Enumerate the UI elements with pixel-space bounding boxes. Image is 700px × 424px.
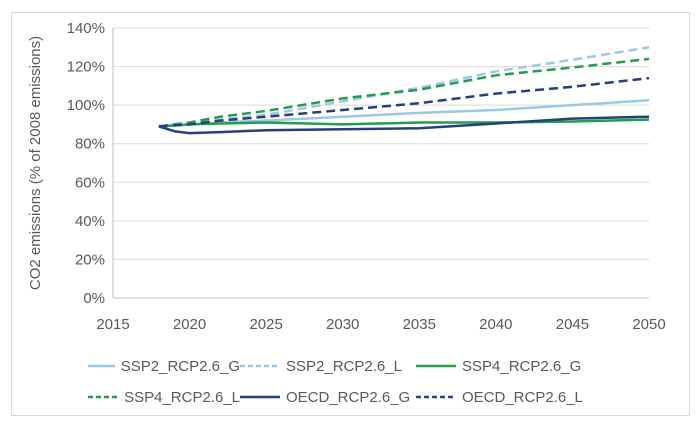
chart-legend: SSP2_RCP2.6_G SSP2_RCP2.6_L SSP4_RCP2.6_G S… [88,357,583,406]
y-tick-label: 20% [75,251,105,268]
legend-item-SSP2_RCP2.6_G: SSP2_RCP2.6_G [88,357,240,375]
legend-item-SSP2_RCP2.6_L: SSP2_RCP2.6_L [240,357,416,375]
legend-swatch-solid-line [240,395,280,399]
series-line-OECD_RCP2.6_L [158,76,650,128]
legend-label: SSP2_RCP2.6_L [286,357,402,375]
y-tick-label: 100% [67,97,105,114]
legend-label: OECD_RCP2.6_L [462,388,583,406]
legend-label: SSP4_RCP2.6_G [462,357,582,375]
legend-swatch-dashed-line [416,395,456,399]
y-tick-label: 60% [75,174,105,191]
y-tick-label: 140% [67,20,105,37]
legend-item-SSP4_RCP2.6_L: SSP4_RCP2.6_L [88,388,240,406]
legend-swatch-solid-line [416,364,456,368]
x-tick-label: 2045 [556,316,589,333]
legend-swatch-dashed-line [88,395,119,399]
legend-item-OECD_RCP2.6_G: OECD_RCP2.6_G [240,388,416,406]
axes [112,28,649,299]
y-tick-label: 40% [75,213,105,230]
legend-label: SSP4_RCP2.6_L [124,388,240,406]
legend-swatch-dashed-line [240,364,280,368]
legend-item-SSP4_RCP2.6_G: SSP4_RCP2.6_G [416,357,583,375]
x-tick-label: 2025 [249,316,282,333]
series-lines [158,46,650,135]
y-tick-label: 0% [83,290,105,307]
y-axis-title: CO2 emissions (% of 2008 emissions) [27,36,44,290]
gridlines [113,27,649,260]
line-chart: 0% 20% 40% 60% 80% 100% 120% 140% 2015 2020 2025 20… [27,20,666,333]
legend-label: OECD_RCP2.6_G [286,388,411,406]
chart-card: 0% 20% 40% 60% 80% 100% 120% 140% 2015 2020 2025 20… [11,12,690,416]
tick-labels: 0% 20% 40% 60% 80% 100% 120% 140% 2015 2020 2025 20… [67,20,666,333]
series-line-SSP4_RCP2.6_L [158,57,650,128]
x-tick-label: 2035 [403,316,436,333]
legend-item-OECD_RCP2.6_L: OECD_RCP2.6_L [416,388,583,406]
x-tick-label: 2030 [326,316,359,333]
x-tick-label: 2015 [96,316,129,333]
series-line-OECD_RCP2.6_G [158,115,650,135]
x-tick-label: 2040 [479,316,512,333]
y-tick-label: 120% [67,59,105,76]
legend-label: SSP2_RCP2.6_G [120,357,240,375]
x-tick-label: 2050 [632,316,665,333]
y-tick-label: 80% [75,136,105,153]
x-tick-label: 2020 [173,316,206,333]
series-line-SSP2_RCP2.6_L [158,46,650,128]
legend-swatch-solid-line [88,364,115,368]
